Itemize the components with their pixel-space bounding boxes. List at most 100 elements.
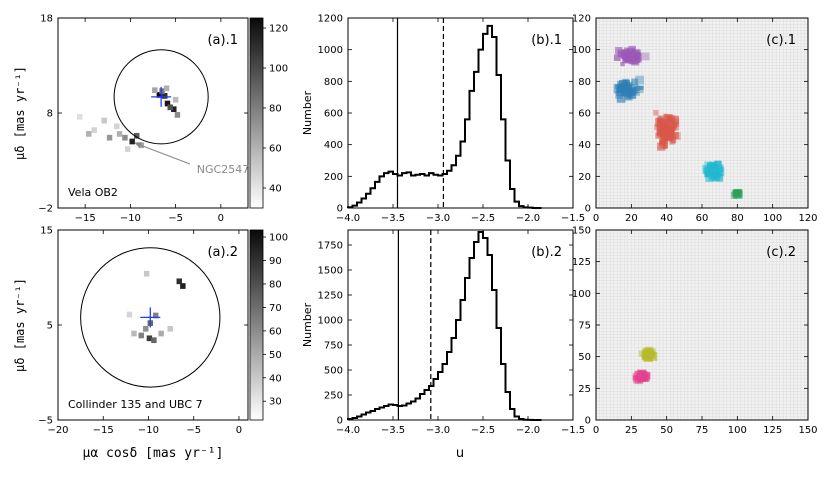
a1-cell [172, 96, 179, 103]
b1-ytick-label: 400 [324, 140, 343, 151]
c1-group2-point [670, 115, 679, 125]
c1-group1-point [624, 92, 633, 101]
a2-colorbar-label: 30 [269, 397, 282, 408]
c1-group1-point [616, 93, 626, 103]
c1-group1-point [616, 88, 624, 96]
c1-group2-point [658, 118, 664, 123]
panel-c2-points [632, 346, 658, 385]
a1-cell [134, 132, 140, 139]
c1-xtick-label: 60 [696, 213, 709, 224]
c2-ytick-label: 125 [572, 257, 591, 268]
a2-colorbar-label: 100 [269, 233, 288, 244]
b2-ytick-label: 750 [324, 341, 343, 352]
a2-ytick-label: 15 [40, 226, 53, 237]
b1-ytick-label: 200 [324, 172, 343, 183]
c1-group1-point [635, 91, 641, 96]
c2-group0-point [643, 351, 653, 361]
a1-cell [77, 113, 83, 120]
c1-group0-point [631, 57, 640, 66]
a1-xtick-label: 0 [218, 213, 224, 224]
c1-group1-point [623, 79, 630, 87]
c1-group1-point [630, 93, 636, 100]
a1-cell [129, 138, 135, 145]
panel-a1-colorbar: 120 100 80 60 40 [249, 17, 288, 209]
c2-group0-point [648, 348, 656, 355]
a1-cell [106, 134, 113, 141]
panel-a2-ylabel: μδ [mas yr⁻¹] [13, 278, 27, 372]
b1-xtick-label: −3.5 [381, 213, 405, 224]
panel-b2-label: (b).2 [531, 245, 562, 260]
panel-a1-label: (a).1 [207, 33, 238, 48]
c1-group3-point [715, 168, 723, 176]
c1-group1-point [630, 91, 636, 96]
panel-a2-cross [140, 307, 161, 328]
a1-colorbar-label: 80 [269, 104, 282, 115]
c2-group1-point [637, 369, 647, 379]
panel-b2-frame [347, 229, 574, 421]
b1-xtick-label: −2.0 [516, 213, 540, 224]
a1-cell [91, 127, 97, 133]
c1-group3-point [715, 173, 724, 182]
c1-group0-point [617, 49, 626, 57]
c1-group0-point [614, 54, 621, 62]
c1-group3-point [711, 168, 718, 174]
a2-xtick-label: 0 [236, 425, 242, 436]
c1-group1-point [630, 88, 636, 94]
panel-b1: (b).1 −4.0 −3.5 −3.0 −2.5 −2.0 −1.5 0 200 400 600… [301, 14, 585, 225]
b2-xtick-label: −2.5 [471, 425, 495, 436]
c1-group0-point [628, 52, 638, 62]
c1-group1-point [625, 84, 632, 91]
c1-ytick-label: 100 [572, 45, 591, 56]
panel-a2-cells [126, 270, 186, 344]
a1-xtick-label: −10 [120, 213, 141, 224]
b1-xtick-label: −4.0 [336, 213, 360, 224]
c1-group1-point [626, 88, 631, 93]
panel-b2: (b).2 −4.0 −3.5 −3.0 −2.5 −2.0 −1.5 0 250 500 750… [301, 229, 585, 461]
a1-cell [171, 106, 177, 113]
panel-b1-frame [347, 17, 574, 209]
b2-ytick-label: 1000 [318, 316, 343, 327]
c1-group1-point [624, 89, 632, 98]
panel-a1-ticks: −15 −10 −5 0 18 8 −2 [38, 14, 248, 224]
c2-xtick-label: 100 [728, 425, 747, 436]
c1-group0-point [622, 54, 629, 61]
a2-cell [126, 311, 133, 318]
c1-group2-point [670, 122, 680, 131]
c1-group1-point [617, 80, 626, 89]
a2-cell [176, 278, 182, 285]
c1-group1-point [623, 82, 629, 87]
c1-group0-point [641, 52, 650, 61]
c1-group0-point [624, 52, 630, 58]
b2-ytick-label: 500 [324, 366, 343, 377]
c2-ytick-label: 25 [578, 384, 591, 395]
panel-b1-histogram [347, 24, 542, 209]
c1-ytick-label: 60 [578, 109, 591, 120]
a1-colorbar-label: 100 [269, 64, 288, 75]
c2-ytick-label: 50 [578, 352, 591, 363]
panel-c1-grid [595, 17, 809, 209]
c1-xtick-label: 40 [660, 213, 673, 224]
c2-ytick-label: 75 [578, 321, 591, 332]
panel-a1-cells [77, 85, 181, 152]
c1-ytick-label: 20 [578, 172, 591, 183]
c2-xtick-label: 50 [660, 425, 673, 436]
a2-colorbar-label: 80 [269, 279, 282, 290]
panel-a1-annotation-text: NGC2547 [197, 163, 249, 176]
a2-ytick-label: 5 [47, 321, 53, 332]
c2-ytick-label: 0 [585, 416, 591, 427]
a2-cell [167, 325, 173, 332]
c1-ytick-label: 120 [572, 14, 591, 25]
panel-c2-ticks: 0 25 50 75 100 125 150 0 25 50 75 100 125 150 [572, 226, 818, 437]
a2-xtick-label: −20 [47, 425, 68, 436]
c1-xtick-label: 80 [731, 213, 744, 224]
panel-a2-corner-label: Collinder 135 and UBC 7 [68, 398, 203, 411]
c1-group2-point [670, 123, 677, 130]
c1-group0-point [626, 54, 632, 60]
panel-b2-ylabel: Number [301, 302, 314, 347]
c1-group2-point [665, 131, 674, 140]
panel-a2-xlabel: μα cosδ [mas yr⁻¹] [83, 446, 224, 461]
a2-cell [151, 337, 157, 344]
b2-xtick-label: −1.5 [561, 425, 585, 436]
a2-cell [131, 330, 137, 337]
